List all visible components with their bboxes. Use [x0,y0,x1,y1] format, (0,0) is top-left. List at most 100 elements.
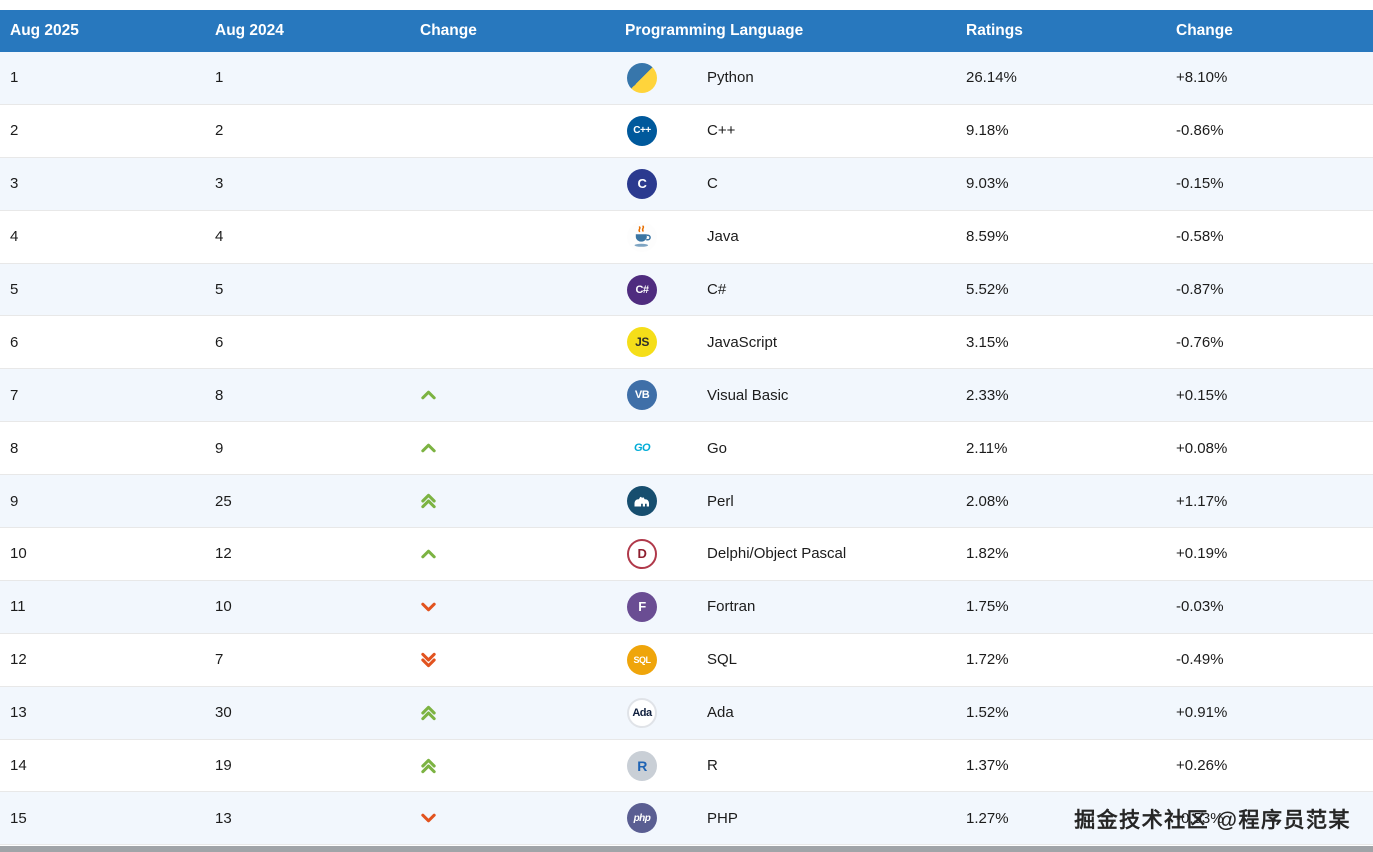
ratings-change: -0.49% [1176,651,1224,669]
up-arrow-icon [421,549,436,559]
rank-aug-2025: 6 [10,333,19,351]
ratings-change: +0.91% [1176,704,1228,722]
rank-change-cell [410,758,615,774]
down-arrow-icon [421,814,436,823]
rank-aug-2025: 9 [10,492,19,510]
python-icon [627,62,657,93]
language-name: R [707,757,718,775]
double-up-arrow-icon [421,758,436,773]
language-cell: Ada Ada [615,697,956,728]
language-name: SQL [707,651,738,669]
ratings-value: 1.27% [966,809,1009,827]
ratings-value: 2.11% [966,439,1008,457]
fortran-icon: F [627,591,657,622]
rank-aug-2024: 1 [215,69,224,87]
bottom-divider [0,846,1373,852]
language-icon-label: VB [634,389,650,402]
rank-aug-2024: 8 [215,386,224,404]
ratings-change: +0.08% [1176,439,1228,457]
ratings-value: 9.18% [966,122,1009,140]
language-cell: F Fortran [615,591,956,622]
ratings-value: 3.15% [966,333,1009,351]
rank-aug-2024: 12 [215,545,232,563]
rank-aug-2024: 5 [215,281,224,298]
rank-change-cell [410,442,615,454]
rank-change-cell [410,389,615,401]
ratings-value: 2.08% [966,492,1009,510]
table-row: 15 13 php PHP 1.27% -0.53% [0,792,1373,846]
ratings-value: 1.82% [966,545,1009,563]
double-down-arrow-icon [421,652,436,667]
language-name: PHP [707,809,738,827]
ratings-change: +0.26% [1176,757,1228,775]
language-name: C# [707,281,727,298]
language-cell: GO Go [615,433,956,464]
ratings-change: -0.03% [1176,598,1224,616]
language-name: Go [707,439,728,457]
ratings-value: 1.52% [966,704,1009,722]
ratings-value: 5.52% [966,281,1009,298]
sql-icon: SQL [627,644,657,675]
language-icon-label: R [637,757,647,774]
rank-aug-2024: 25 [215,492,232,510]
double-up-arrow-icon [421,493,436,509]
table-row: 13 30 Ada Ada 1.52% +0.91% [0,686,1373,740]
c-icon: C [627,168,657,199]
language-icon-label: C [637,176,647,192]
ratings-change: +0.19% [1176,545,1228,563]
language-name: Python [707,69,754,87]
table-row: 1 1 Python 26.14% +8.10% [0,52,1373,105]
language-name: Delphi/Object Pascal [707,545,847,563]
language-cell: JS JavaScript [615,327,956,358]
up-arrow-icon [421,443,436,453]
rank-change-cell [410,548,615,560]
table-row: 11 10 F Fortran 1.75% -0.03% [0,580,1373,634]
ratings-value: 1.75% [966,598,1009,616]
rank-aug-2024: 2 [215,122,224,140]
ratings-value: 1.72% [966,651,1009,669]
rank-change-cell [410,493,615,509]
js-icon: JS [627,327,657,358]
ratings-change: -0.86% [1176,122,1224,140]
language-name: C++ [707,122,736,140]
rank-aug-2024: 30 [215,704,232,722]
language-name: Perl [707,492,734,510]
r-icon: R [627,750,657,781]
language-name: JavaScript [707,333,778,351]
language-cell: Java [615,221,956,252]
watermark: 掘金技术社区 @程序员范某 [1074,809,1351,832]
language-icon-label: C++ [633,125,651,137]
rank-aug-2024: 4 [215,228,224,246]
csharp-icon: C# [627,274,657,305]
language-cell: C++ C++ [615,115,956,146]
rank-aug-2024: 7 [215,651,224,669]
rank-aug-2024: 9 [215,439,224,457]
table-row: 9 25 Perl 2.08% +1.17% [0,475,1373,529]
java-coffee-cup-icon [634,225,651,247]
rank-aug-2025: 4 [10,228,19,246]
ratings-change: -0.15% [1176,175,1224,193]
table-row: 4 4 Java 8.59% -0.58% [0,210,1373,264]
language-icon-label: SQL [633,654,651,665]
rank-aug-2025: 15 [10,809,27,827]
table-header: Aug 2025 Aug 2024 Change Programming Lan… [0,10,1373,52]
double-up-arrow-icon [421,705,436,720]
ratings-change: +8.10% [1176,69,1228,87]
table-row: 7 8 VB Visual Basic 2.33% +0.15% [0,369,1373,423]
col-header-ratings-change: Change [1176,22,1233,39]
table-row: 2 2 C++ C++ 9.18% -0.86% [0,104,1373,158]
language-name: C [707,175,718,193]
rank-aug-2025: 11 [10,598,26,616]
col-header-rank-change: Change [420,22,477,39]
up-arrow-icon [421,390,436,400]
cpp-icon: C++ [627,115,657,146]
ratings-value: 26.14% [966,69,1017,87]
rank-change-cell [410,652,615,668]
language-cell: php PHP [615,803,956,834]
rank-aug-2025: 3 [10,175,19,193]
ratings-change: +0.15% [1176,386,1228,404]
language-cell: D Delphi/Object Pascal [615,538,956,569]
rank-aug-2024: 3 [215,175,224,193]
